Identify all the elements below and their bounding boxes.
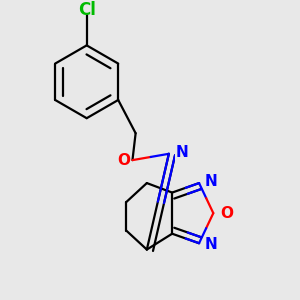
Text: O: O [220, 206, 233, 220]
Text: Cl: Cl [78, 1, 96, 19]
Text: N: N [205, 174, 217, 189]
Text: N: N [205, 237, 217, 252]
Text: O: O [117, 153, 130, 168]
Text: N: N [176, 145, 189, 160]
